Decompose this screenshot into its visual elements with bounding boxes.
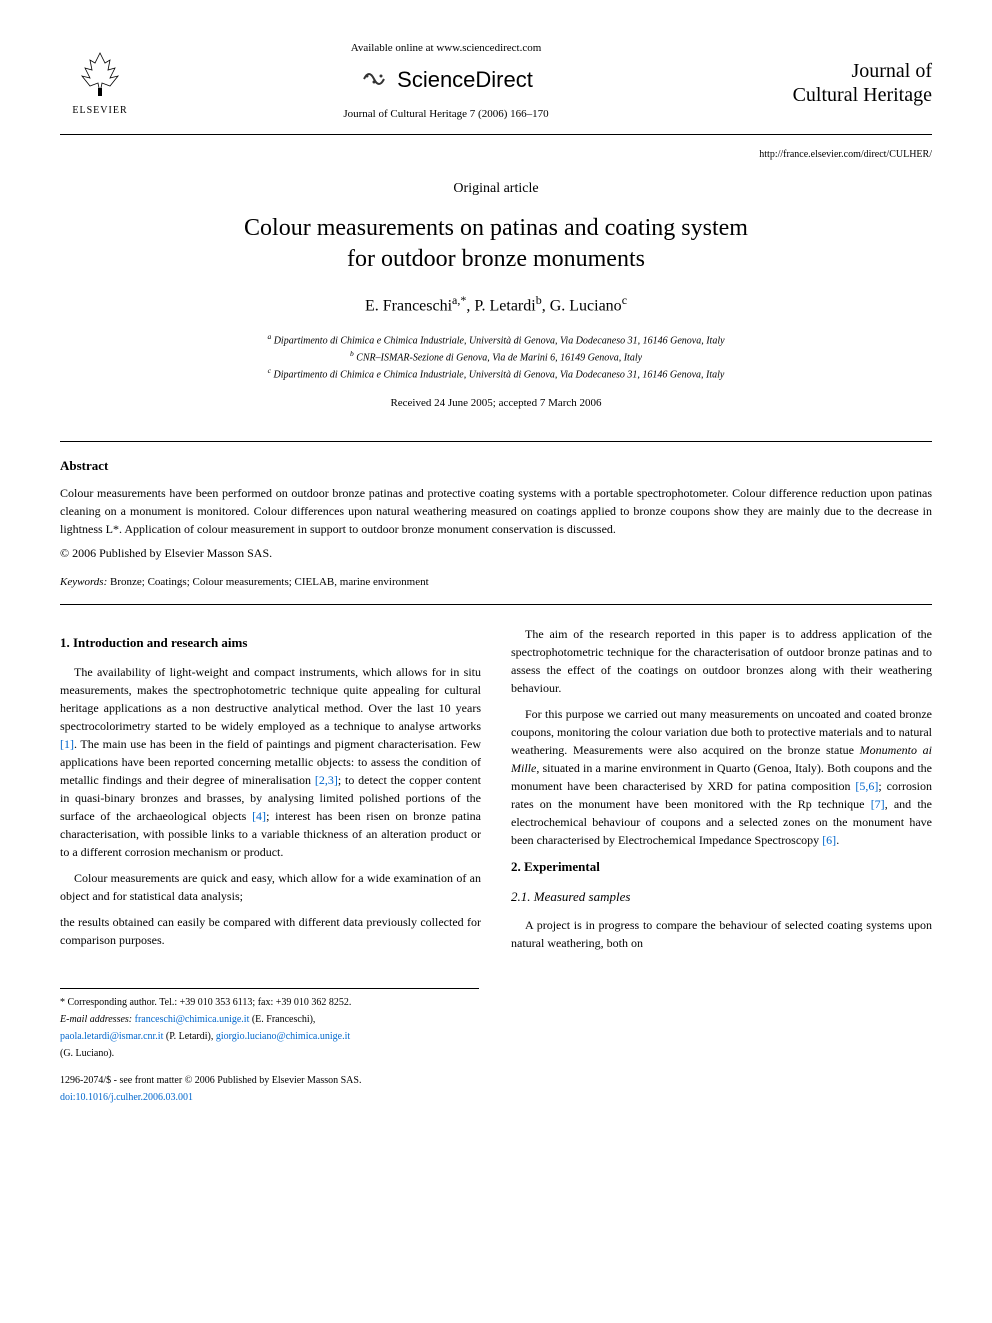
section-1-para-3: the results obtained can easily be compa… xyxy=(60,913,481,949)
available-online-text: Available online at www.sciencedirect.co… xyxy=(140,40,752,57)
email-3[interactable]: giorgio.luciano@chimica.unige.it xyxy=(216,1031,350,1042)
ref-link-4[interactable]: [4] xyxy=(252,809,266,823)
abstract-copyright: © 2006 Published by Elsevier Masson SAS. xyxy=(60,544,932,562)
article-dates: Received 24 June 2005; accepted 7 March … xyxy=(60,395,932,412)
section-1-para-2: Colour measurements are quick and easy, … xyxy=(60,869,481,905)
center-header: Available online at www.sciencedirect.co… xyxy=(140,40,752,126)
issn-text: 1296-2074/$ - see front matter © 2006 Pu… xyxy=(60,1073,479,1088)
doi-link[interactable]: doi:10.1016/j.culher.2006.03.001 xyxy=(60,1090,479,1105)
email-2[interactable]: paola.letardi@ismar.cnr.it xyxy=(60,1031,163,1042)
email-addresses: E-mail addresses: franceschi@chimica.uni… xyxy=(60,1012,479,1027)
article-type: Original article xyxy=(60,178,932,199)
affiliation-a: Dipartimento di Chimica e Chimica Indust… xyxy=(274,335,725,346)
journal-url[interactable]: http://france.elsevier.com/direct/CULHER… xyxy=(60,147,932,162)
abstract-heading: Abstract xyxy=(60,456,932,476)
corresponding-author-footer: * Corresponding author. Tel.: +39 010 35… xyxy=(60,988,479,1105)
elsevier-logo: ELSEVIER xyxy=(60,48,140,118)
publisher-name: ELSEVIER xyxy=(60,103,140,118)
author-2: P. Letardi xyxy=(474,298,535,315)
abstract-bottom-rule xyxy=(60,604,932,605)
section-2-1-heading: 2.1. Measured samples xyxy=(511,887,932,907)
ref-link-1[interactable]: [1] xyxy=(60,737,74,751)
abstract-text: Colour measurements have been performed … xyxy=(60,484,932,538)
header-row: ELSEVIER Available online at www.science… xyxy=(60,40,932,126)
author-3: G. Luciano xyxy=(550,298,622,315)
keywords: Keywords: Bronze; Coatings; Colour measu… xyxy=(60,574,932,591)
author-3-sup: c xyxy=(622,293,627,307)
email-1-name: (E. Franceschi), xyxy=(252,1014,316,1025)
ref-link-6[interactable]: [6] xyxy=(822,833,836,847)
journal-reference: Journal of Cultural Heritage 7 (2006) 16… xyxy=(140,106,752,123)
affiliation-b: CNR–ISMAR-Sezione di Genova, Via de Mari… xyxy=(356,352,642,363)
email-line-2: paola.letardi@ismar.cnr.it (P. Letardi),… xyxy=(60,1029,479,1044)
author-1: E. Franceschi xyxy=(365,298,452,315)
email-3-name: (G. Luciano). xyxy=(60,1046,479,1061)
email-2-name: (P. Letardi), xyxy=(166,1031,214,1042)
sciencedirect-brand: ScienceDirect xyxy=(140,63,752,96)
author-2-sup: b xyxy=(536,293,542,307)
body-columns: 1. Introduction and research aims The av… xyxy=(60,625,932,958)
section-2-1-para-1: A project is in progress to compare the … xyxy=(511,916,932,952)
authors: E. Franceschia,*, P. Letardib, G. Lucian… xyxy=(60,291,932,318)
ref-link-2-3[interactable]: [2,3] xyxy=(315,773,338,787)
author-1-sup: a,* xyxy=(452,293,466,307)
elsevier-tree-icon xyxy=(60,48,140,103)
affiliation-c: Dipartimento di Chimica e Chimica Indust… xyxy=(273,370,724,381)
ref-link-7[interactable]: [7] xyxy=(871,797,885,811)
section-1-para-5: For this purpose we carried out many mea… xyxy=(511,705,932,849)
doi-block: 1296-2074/$ - see front matter © 2006 Pu… xyxy=(60,1073,479,1105)
sciencedirect-icon xyxy=(359,64,389,94)
affiliations: a Dipartimento di Chimica e Chimica Indu… xyxy=(60,331,932,383)
ref-link-5-6[interactable]: [5,6] xyxy=(855,779,878,793)
email-1[interactable]: franceschi@chimica.unige.it xyxy=(135,1014,250,1025)
keywords-label: Keywords: xyxy=(60,576,107,588)
journal-name-line1: Journal of xyxy=(752,59,932,83)
sciencedirect-text: ScienceDirect xyxy=(397,63,533,96)
article-title: Colour measurements on patinas and coati… xyxy=(60,213,932,275)
corresponding-text: * Corresponding author. Tel.: +39 010 35… xyxy=(60,995,479,1010)
keywords-text: Bronze; Coatings; Colour measurements; C… xyxy=(110,576,429,588)
header-rule xyxy=(60,134,932,135)
journal-logo: Journal of Cultural Heritage xyxy=(752,59,932,107)
section-1-heading: 1. Introduction and research aims xyxy=(60,633,481,653)
email-label: E-mail addresses: xyxy=(60,1014,132,1025)
section-2-heading: 2. Experimental xyxy=(511,857,932,877)
section-1-para-1: The availability of light-weight and com… xyxy=(60,663,481,861)
title-line1: Colour measurements on patinas and coati… xyxy=(244,215,748,241)
section-1-para-4: The aim of the research reported in this… xyxy=(511,625,932,697)
journal-name-line2: Cultural Heritage xyxy=(752,83,932,107)
abstract-top-rule xyxy=(60,441,932,442)
title-line2: for outdoor bronze monuments xyxy=(347,246,645,272)
